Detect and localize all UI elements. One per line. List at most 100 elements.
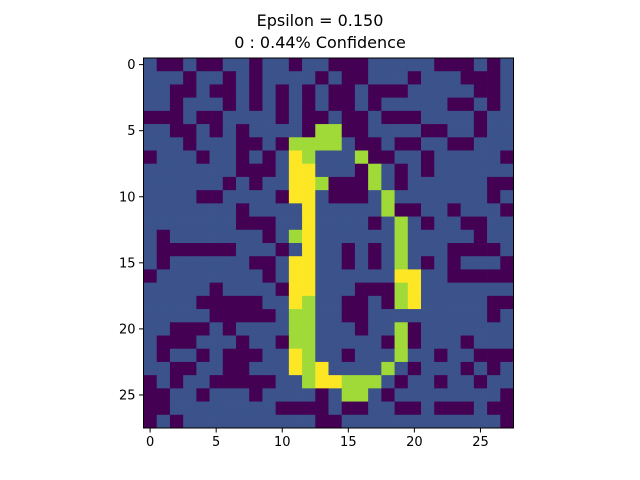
heatmap-cell [209,190,224,204]
heatmap-cell [447,203,461,217]
heatmap-cell [275,269,290,283]
heatmap-cell [236,295,250,310]
heatmap-cell [341,176,356,191]
heatmap-cell [447,282,461,297]
heatmap-cell [183,84,197,98]
heatmap-cell [328,401,343,416]
heatmap-cell [434,348,448,363]
heatmap-cell [328,295,343,310]
heatmap-cell [421,71,435,85]
heatmap-cell [394,375,409,389]
heatmap-cell [368,216,382,231]
x-tick-label: 20 [406,435,423,450]
heatmap-cell [394,216,409,231]
heatmap-cell [368,84,382,98]
heatmap-cell [156,190,171,204]
heatmap-cell [275,335,290,350]
heatmap-cell [394,84,409,98]
heatmap-cell [447,124,461,138]
heatmap-cell [236,163,250,178]
heatmap-cell [143,110,158,125]
heatmap-cell [368,203,382,217]
heatmap-cell [447,388,461,402]
heatmap-cell [288,348,303,363]
heatmap-cell [407,71,422,85]
heatmap-cell [341,388,356,402]
heatmap-cell [447,190,461,204]
heatmap-cell [341,216,356,231]
heatmap-cell [143,176,158,191]
heatmap-cell [473,309,488,323]
heatmap-cell [421,58,435,72]
heatmap-cell [354,361,369,376]
heatmap-cell [143,243,158,257]
heatmap-cell [169,176,184,191]
heatmap-cell [328,348,343,363]
heatmap-cell [487,282,501,297]
heatmap-cell [434,256,448,270]
heatmap-cell [156,176,171,191]
heatmap-cell [381,295,395,310]
heatmap-cell [434,269,448,283]
heatmap-cell [315,71,329,85]
heatmap-cell [500,322,514,336]
heatmap-cell [209,176,224,191]
heatmap-cell [341,84,356,98]
heatmap-cell [315,84,329,98]
heatmap-cell [473,335,488,350]
heatmap-cell [236,388,250,402]
heatmap-cell [381,375,395,389]
heatmap-cell [473,84,488,98]
heatmap-cell [302,97,316,112]
heatmap-cell [288,388,303,402]
heatmap-cell [288,229,303,244]
heatmap-cell [302,150,316,165]
heatmap-cell [368,335,382,350]
heatmap-cell [487,322,501,336]
heatmap-cell [434,229,448,244]
heatmap-cell [354,243,369,257]
heatmap-cell [143,203,158,217]
heatmap-cell [288,176,303,191]
heatmap-cell [143,335,158,350]
heatmap-cell [262,137,276,151]
heatmap-cell [169,335,184,350]
heatmap-cell [183,190,197,204]
heatmap-cell [236,282,250,297]
heatmap-cell [143,97,158,112]
heatmap-cell [407,229,422,244]
heatmap-cell [196,335,210,350]
heatmap-cell [156,110,171,125]
heatmap-cell [169,84,184,98]
heatmap-cell [183,137,197,151]
heatmap-cell [249,176,263,191]
heatmap-cell [196,414,210,429]
heatmap-cell [473,295,488,310]
heatmap-cell [169,309,184,323]
heatmap-cell [275,84,290,98]
heatmap-cell [368,150,382,165]
heatmap-cell [473,163,488,178]
heatmap-cell [236,348,250,363]
heatmap-cell [249,375,263,389]
heatmap-cell [473,110,488,125]
heatmap-cell [275,176,290,191]
heatmap-cell [315,375,329,389]
heatmap-cell [262,388,276,402]
heatmap-cell [222,216,237,231]
heatmap-cell [328,97,343,112]
heatmap-cell [169,375,184,389]
heatmap-cell [447,401,461,416]
heatmap-cell [354,269,369,283]
heatmap-cell [288,256,303,270]
heatmap-cell [500,71,514,85]
heatmap-cell [487,137,501,151]
heatmap-cell [249,243,263,257]
heatmap-cell [328,322,343,336]
heatmap-cell [487,309,501,323]
heatmap-cell [381,348,395,363]
heatmap-cell [156,58,171,72]
heatmap-cell [460,71,475,85]
y-tick-label: 20 [119,322,136,337]
